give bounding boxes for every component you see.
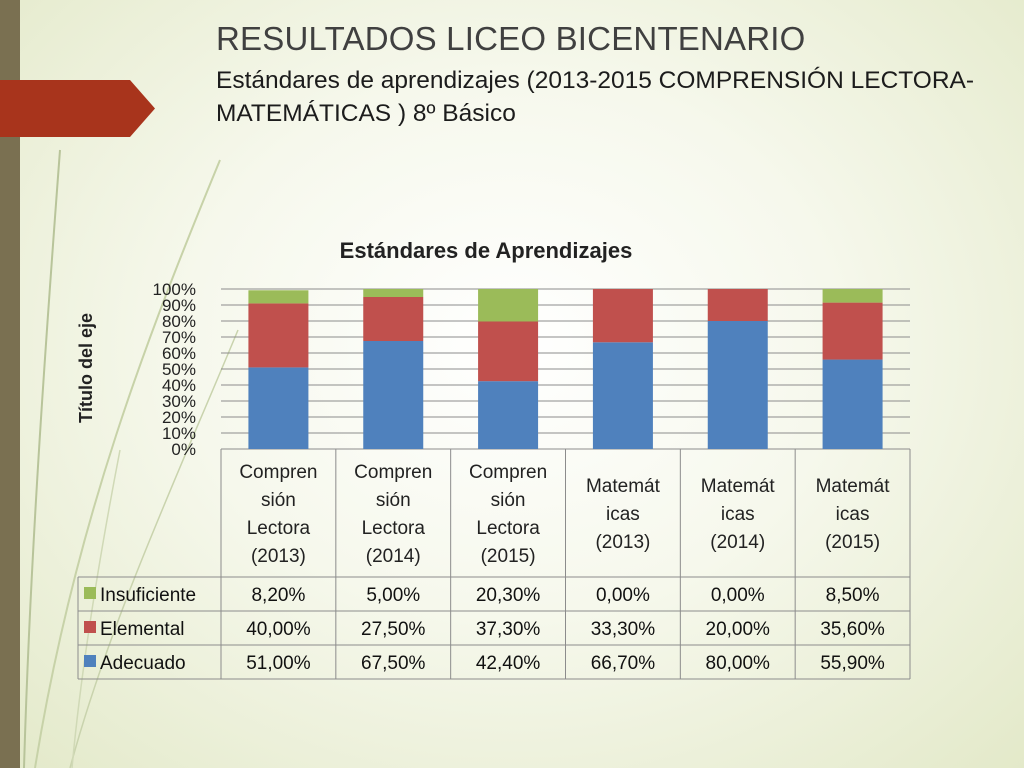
data-table-cell: 8,20% xyxy=(251,585,305,606)
legend-key-elemental xyxy=(84,621,96,633)
data-table-cell: 8,50% xyxy=(826,585,880,606)
bar-adecuado xyxy=(822,359,883,449)
data-table-cell: 35,60% xyxy=(820,619,885,640)
y-tick-label: 30% xyxy=(162,392,196,411)
category-label-line: Compren xyxy=(469,462,547,483)
bars xyxy=(248,289,883,449)
category-label-line: sión xyxy=(261,490,296,511)
category-label-line: Compren xyxy=(354,462,432,483)
y-tick-label: 70% xyxy=(162,328,196,347)
category-label-line: (2014) xyxy=(366,546,421,567)
data-table-cell: 27,50% xyxy=(361,619,426,640)
y-tick-label: 80% xyxy=(162,312,196,331)
category-label: Compren sión Lectora (2013) xyxy=(239,462,317,567)
category-label-line: Lectora xyxy=(476,518,540,539)
data-table-cell: 40,00% xyxy=(246,619,311,640)
bar-insuficiente xyxy=(248,290,309,304)
legend-key-insuficiente xyxy=(84,587,96,599)
data-table-cell: 80,00% xyxy=(706,653,771,674)
data-table: Compren sión Lectora (2013) Compren sión Lecto… xyxy=(77,449,911,680)
bar-adecuado xyxy=(248,367,309,449)
category-label-line: icas xyxy=(836,504,870,525)
bar-elemental xyxy=(707,289,768,321)
bar-elemental xyxy=(478,321,539,382)
legend-key-adecuado xyxy=(84,655,96,667)
category-label: Compren sión Lectora (2015) xyxy=(469,462,547,567)
y-tick-label: 20% xyxy=(162,408,196,427)
y-tick-label: 10% xyxy=(162,424,196,443)
category-label: Compren sión Lectora (2014) xyxy=(354,462,432,567)
category-label-line: (2014) xyxy=(710,532,765,553)
category-label-line: icas xyxy=(606,504,640,525)
legend-label: Insuficiente xyxy=(100,585,196,606)
category-label: Matemát icas (2013) xyxy=(586,476,661,553)
bar-insuficiente xyxy=(822,289,883,303)
category-label-line: sión xyxy=(376,490,411,511)
data-table-cell: 55,90% xyxy=(820,653,885,674)
data-table-cell: 20,30% xyxy=(476,585,541,606)
bar-adecuado xyxy=(592,342,653,449)
category-label: Matemát icas (2015) xyxy=(816,476,891,553)
page-subtitle: Estándares de aprendizajes (2013-2015 CO… xyxy=(216,67,975,127)
y-tick-label: 60% xyxy=(162,344,196,363)
y-tick-label: 90% xyxy=(162,296,196,315)
category-label-line: Matemát xyxy=(701,476,776,497)
data-table-cell: 37,30% xyxy=(476,619,541,640)
data-table-cell: 5,00% xyxy=(366,585,420,606)
legend-label: Elemental xyxy=(100,619,185,640)
category-label-line: (2013) xyxy=(595,532,650,553)
legend-label: Adecuado xyxy=(100,653,186,674)
data-table-cell: 42,40% xyxy=(476,653,541,674)
bar-elemental xyxy=(592,289,653,343)
data-table-cell: 66,70% xyxy=(591,653,656,674)
data-table-cell: 0,00% xyxy=(596,585,650,606)
left-sidebar-bar xyxy=(0,0,20,768)
category-label-line: (2013) xyxy=(251,546,306,567)
y-tick-label: 50% xyxy=(162,360,196,379)
data-table-cell: 33,30% xyxy=(591,619,656,640)
chart-title: Estándares de Aprendizajes xyxy=(340,238,633,263)
category-label-line: Matemát xyxy=(816,476,891,497)
data-table-cell: 67,50% xyxy=(361,653,426,674)
category-label-line: Lectora xyxy=(247,518,311,539)
y-tick-label: 40% xyxy=(162,376,196,395)
data-table-cell: 20,00% xyxy=(706,619,771,640)
bar-insuficiente xyxy=(478,289,539,322)
category-label-line: sión xyxy=(491,490,526,511)
category-label-line: (2015) xyxy=(481,546,536,567)
y-tick-label: 0% xyxy=(171,440,196,459)
bar-elemental xyxy=(248,303,309,368)
bar-adecuado xyxy=(363,341,424,449)
category-label-line: icas xyxy=(721,504,755,525)
y-tick-label: 100% xyxy=(153,280,196,299)
category-label-line: (2015) xyxy=(825,532,880,553)
category-label-line: Matemát xyxy=(586,476,661,497)
bar-elemental xyxy=(363,297,424,341)
bar-adecuado xyxy=(478,381,539,449)
gridlines xyxy=(221,288,910,450)
data-table-cell: 0,00% xyxy=(711,585,765,606)
y-tick-labels: 0%10%20%30%40%50%60%70%80%90%100% xyxy=(153,280,196,459)
category-label: Matemát icas (2014) xyxy=(701,476,776,553)
bar-adecuado xyxy=(707,321,768,449)
page-title: RESULTADOS LICEO BICENTENARIO xyxy=(216,20,806,57)
bar-elemental xyxy=(822,302,883,360)
category-label-line: Compren xyxy=(239,462,317,483)
accent-arrow-shape xyxy=(0,80,155,137)
bar-insuficiente xyxy=(363,289,424,297)
data-table-cell: 51,00% xyxy=(246,653,311,674)
category-label-line: Lectora xyxy=(362,518,426,539)
y-axis-label: Título del eje xyxy=(76,313,96,423)
